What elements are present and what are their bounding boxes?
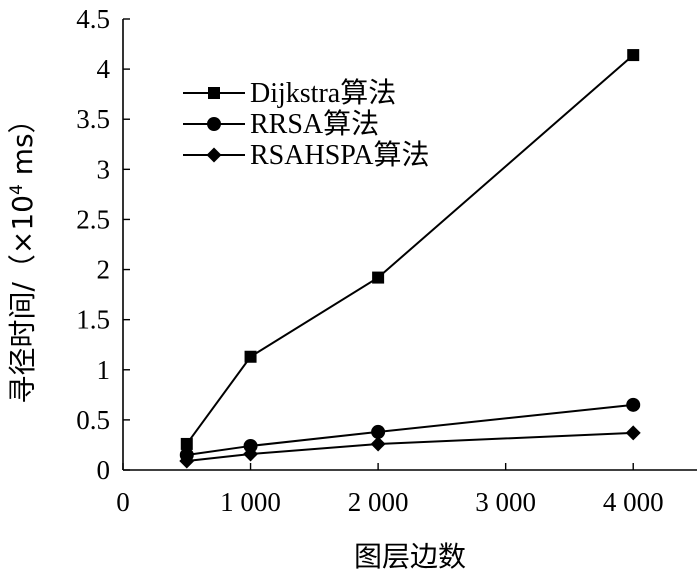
legend-label: RSAHSPA算法 [250, 139, 430, 171]
diamond-marker [370, 436, 386, 452]
y-tick-label: 1 [97, 355, 111, 385]
legend-item: RRSA算法 [183, 108, 379, 140]
legend-label: RRSA算法 [250, 108, 379, 140]
square-marker [208, 87, 220, 99]
diamond-marker [206, 147, 222, 163]
x-tick-label: 0 [116, 487, 130, 517]
x-axis-ticks: 0 1 000 2 000 3 000 4 000 [116, 463, 664, 517]
y-axis-ticks: 0 0.5 1 1.5 2 2.5 3 3.5 4 4.5 [76, 4, 130, 485]
y-axis-title: 寻径时间/（×104 ms） [6, 105, 39, 403]
square-marker [627, 49, 640, 62]
square-marker [372, 271, 385, 284]
diamond-marker [625, 425, 641, 441]
y-axis-title-prefix: 寻径时间/（×10 [6, 195, 39, 404]
x-tick-label: 4 000 [603, 487, 664, 517]
x-axis-title: 图层边数 [354, 540, 466, 573]
series-diamond [179, 425, 641, 469]
y-tick-label: 0.5 [76, 405, 110, 435]
y-tick-label: 4 [97, 54, 111, 84]
x-tick-label: 1 000 [220, 487, 281, 517]
y-tick-label: 1.5 [76, 305, 110, 335]
series-square [180, 49, 640, 450]
y-tick-label: 4.5 [76, 4, 110, 34]
y-tick-label: 2.5 [76, 204, 110, 234]
square-marker [244, 350, 257, 363]
y-tick-label: 3 [97, 154, 111, 184]
series-line [186, 431, 634, 462]
series-group [179, 49, 641, 469]
legend-label: Dijkstra算法 [250, 77, 396, 109]
series-line [185, 54, 634, 445]
legend-item: Dijkstra算法 [183, 77, 396, 109]
y-tick-label: 0 [97, 455, 111, 485]
x-tick-label: 3 000 [475, 487, 536, 517]
y-tick-label: 3.5 [76, 104, 110, 134]
square-marker [180, 437, 193, 450]
y-axis-title-suffix: ms） [6, 105, 39, 184]
circle-marker [243, 438, 258, 453]
diamond-marker [243, 446, 259, 462]
circle-marker [207, 117, 221, 131]
y-tick-label: 2 [97, 255, 111, 285]
axes [122, 19, 697, 471]
diamond-marker [179, 453, 195, 469]
series-line [186, 403, 634, 456]
legend-item: RSAHSPA算法 [183, 139, 430, 171]
circle-marker [626, 397, 641, 412]
x-tick-label: 2 000 [348, 487, 409, 517]
circle-marker [371, 424, 386, 439]
y-axis-title-exponent: 4 [7, 184, 27, 195]
